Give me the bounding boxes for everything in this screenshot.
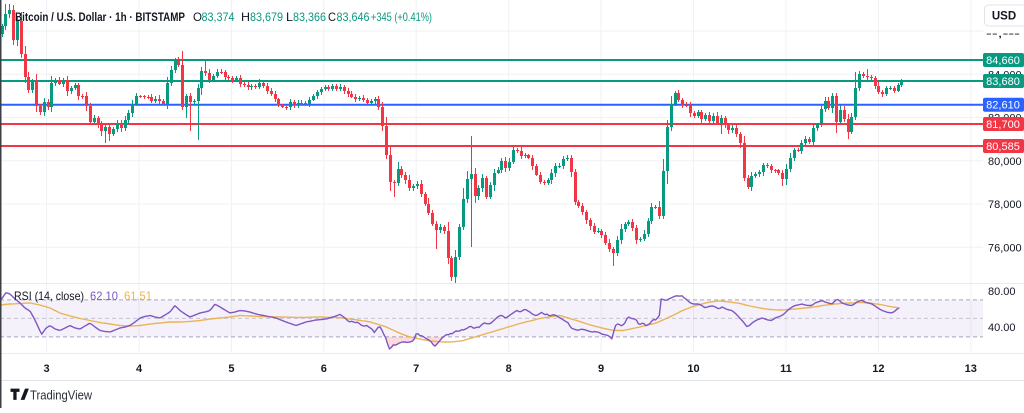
svg-text:13: 13 — [965, 363, 977, 375]
svg-text:83,374: 83,374 — [202, 10, 235, 24]
svg-text:84,660: 84,660 — [986, 55, 1020, 67]
svg-text:3: 3 — [43, 363, 49, 375]
svg-text:81,700: 81,700 — [986, 119, 1020, 131]
svg-text:7: 7 — [413, 363, 419, 375]
svg-text:83,366: 83,366 — [293, 10, 326, 24]
svg-text:8: 8 — [506, 363, 512, 375]
svg-text:80,585: 80,585 — [986, 141, 1020, 153]
svg-text:C: C — [328, 10, 336, 24]
svg-text:61.51: 61.51 — [124, 289, 152, 303]
svg-text:78,000: 78,000 — [988, 199, 1022, 211]
svg-text:10: 10 — [687, 363, 699, 375]
svg-text:Bitcoin / U.S. Dollar · 1h · B: Bitcoin / U.S. Dollar · 1h · BITSTAMP — [15, 12, 185, 24]
svg-text:83,679: 83,679 — [250, 10, 283, 24]
svg-text:6: 6 — [321, 363, 327, 375]
svg-text:62.10: 62.10 — [90, 289, 118, 303]
svg-text:83,646: 83,646 — [337, 10, 370, 24]
svg-text:--,---: --,--- — [986, 28, 1021, 40]
svg-text:12: 12 — [872, 363, 884, 375]
svg-text:USD: USD — [992, 11, 1016, 23]
svg-text:82,610: 82,610 — [986, 100, 1020, 112]
svg-text:11: 11 — [780, 363, 792, 375]
svg-text:H: H — [241, 10, 250, 24]
svg-text:83,680: 83,680 — [986, 76, 1020, 88]
svg-text:40.00: 40.00 — [988, 322, 1016, 334]
svg-text:80,000: 80,000 — [988, 156, 1022, 168]
svg-text:+345 (+0.41%): +345 (+0.41%) — [371, 10, 432, 24]
svg-text:9: 9 — [598, 363, 604, 375]
svg-text:5: 5 — [228, 363, 234, 375]
svg-text:RSI (14, close): RSI (14, close) — [14, 289, 84, 303]
svg-text:80.00: 80.00 — [988, 286, 1016, 298]
svg-text:76,000: 76,000 — [988, 242, 1022, 254]
svg-text:TradingView: TradingView — [30, 388, 93, 403]
svg-text:4: 4 — [136, 363, 143, 375]
